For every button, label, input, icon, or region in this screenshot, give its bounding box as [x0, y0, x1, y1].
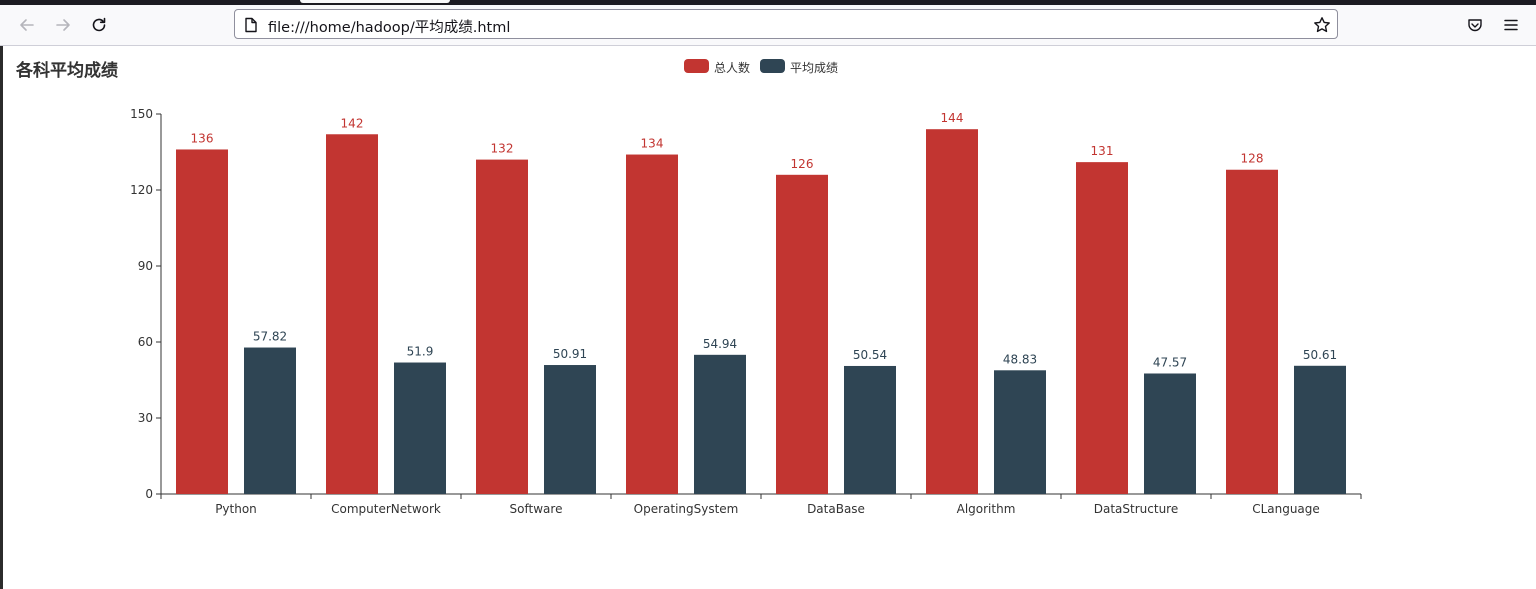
bar-total	[926, 129, 978, 494]
bar-average	[994, 370, 1046, 494]
data-label-total: 142	[341, 116, 364, 130]
bar-average	[1144, 373, 1196, 494]
bar-total	[1226, 169, 1278, 494]
y-tick-label: 90	[138, 259, 153, 273]
y-tick-label: 0	[145, 487, 153, 501]
bar-total	[176, 149, 228, 494]
window-top-strip	[0, 0, 1536, 5]
pocket-icon	[1468, 19, 1482, 32]
chart-title: 各科平均成绩	[16, 61, 118, 81]
x-tick-label: DataBase	[807, 502, 865, 516]
data-label-average: 51.9	[407, 345, 434, 359]
bar-total	[776, 174, 828, 495]
data-label-total: 134	[641, 137, 664, 151]
bar-average	[694, 354, 746, 494]
bar-average	[544, 365, 596, 494]
data-label-average: 57.82	[253, 330, 287, 344]
page-icon	[245, 17, 257, 33]
x-tick-label: DataStructure	[1094, 502, 1178, 516]
legend-label-total: 总人数	[714, 61, 751, 75]
x-tick-label: CLanguage	[1252, 502, 1320, 516]
pocket-button[interactable]	[1460, 10, 1490, 40]
data-label-total: 128	[1241, 152, 1264, 166]
legend-swatch-average	[760, 59, 785, 73]
legend-label-average: 平均成绩	[790, 61, 839, 75]
reload-icon	[92, 17, 106, 32]
bar-total	[476, 159, 528, 494]
y-tick-label: 120	[130, 183, 153, 197]
bar-total	[1076, 162, 1128, 494]
bar-chart: 0 30 60 90 120 150 136 57.82 Python 142 51.9 Comput…	[130, 107, 1362, 516]
bar-average	[844, 365, 896, 494]
data-label-total: 144	[941, 111, 964, 125]
page-content: 各科平均成绩 总人数 平均成绩 0 30 60 90 120 150 136 57.82 Pyt…	[3, 46, 1536, 589]
menu-button[interactable]	[1496, 10, 1526, 40]
back-button[interactable]	[12, 10, 42, 40]
forward-arrow-icon	[56, 19, 70, 31]
bar-total	[326, 134, 378, 494]
data-label-total: 131	[1091, 144, 1114, 158]
x-tick-label: ComputerNetwork	[331, 502, 441, 516]
star-icon[interactable]	[1313, 16, 1331, 34]
url-bar[interactable]: file:///home/hadoop/平均成绩.html	[234, 9, 1338, 39]
legend-swatch-total	[684, 59, 709, 73]
x-tick-label: Python	[215, 502, 257, 516]
url-text[interactable]: file:///home/hadoop/平均成绩.html	[268, 20, 511, 36]
data-label-total: 126	[791, 157, 814, 171]
data-label-average: 54.94	[703, 337, 737, 351]
y-tick-label: 150	[130, 107, 153, 121]
x-tick-label: Software	[510, 502, 563, 516]
bar-average	[1294, 365, 1346, 494]
active-tab-edge[interactable]	[300, 0, 450, 3]
back-arrow-icon	[20, 19, 34, 31]
data-label-average: 47.57	[1153, 355, 1187, 369]
hamburger-menu-icon	[1504, 19, 1518, 31]
data-label-average: 50.54	[853, 348, 887, 362]
x-tick-label: Algorithm	[957, 502, 1016, 516]
data-label-average: 50.91	[553, 347, 587, 361]
forward-button[interactable]	[48, 10, 78, 40]
reload-button[interactable]	[84, 10, 114, 40]
data-label-total: 136	[191, 131, 214, 145]
y-tick-label: 30	[138, 411, 153, 425]
data-label-total: 132	[491, 142, 514, 156]
y-tick-label: 60	[138, 335, 153, 349]
bar-average	[394, 362, 446, 494]
bar-total	[626, 154, 678, 494]
data-label-average: 48.83	[1003, 352, 1037, 366]
browser-toolbar: file:///home/hadoop/平均成绩.html	[0, 5, 1536, 46]
data-label-average: 50.61	[1303, 348, 1337, 362]
bar-average	[244, 347, 296, 494]
x-tick-label: OperatingSystem	[634, 502, 739, 516]
